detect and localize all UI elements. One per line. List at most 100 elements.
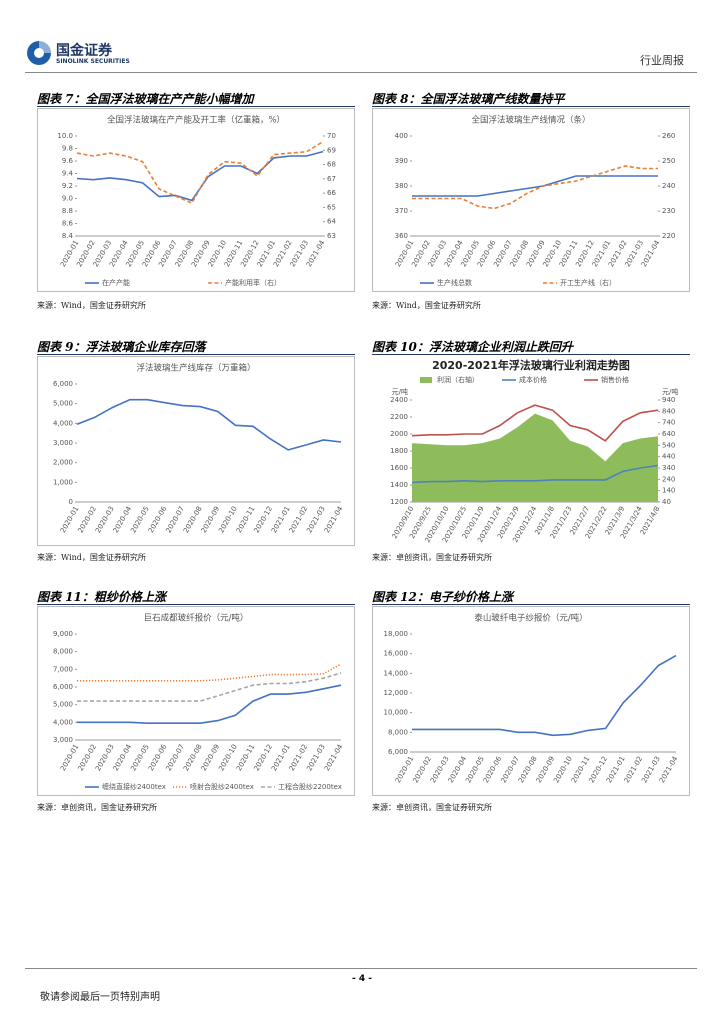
page-number: - 4 - [352,974,372,984]
line [411,404,659,442]
y-tick-label: 390 [395,157,408,165]
figure-caption: 图表 12：电子纱价格上涨 [372,590,513,604]
y-tick-label: 1600 [390,464,408,472]
y-tick-label: 18,000 [384,630,409,638]
y2-axis-label: 元/吨 [662,387,678,396]
caption-rule [37,604,355,605]
y-tick-label: 69 [327,146,336,154]
y-tick-label: 360 [395,232,408,240]
y-tick-label: 2,000 [53,459,73,467]
legend-label: 成本价格 [519,375,547,384]
line [76,398,342,451]
y-tick-label: 8,000 [53,648,73,656]
y-tick-label: 10.0 [57,132,73,140]
y-tick-label: 8,000 [388,728,408,736]
y-tick-label: 840 [662,407,675,415]
y-tick-label: 2400 [390,396,408,404]
caption-rule [37,106,355,107]
caption-rule [372,604,690,605]
y-tick-label: 2200 [390,413,408,421]
legend-label: 开工生产线（右） [560,278,616,287]
chart-title: 浮法玻璃生产线库存（万重箱） [136,363,255,374]
legend-label: 生产线总数 [437,278,472,287]
y-tick-label: 40 [662,498,671,506]
y-tick-label: 9,000 [53,630,73,638]
y-tick-label: 240 [662,475,675,483]
company-name: 国金证券 [56,43,112,59]
y-tick-label: 0 [69,498,73,506]
y-tick-label: 6,000 [388,748,408,756]
figure-caption: 图表 11：粗纱价格上涨 [37,590,166,604]
figure-source: 来源：Wind，国金证券研究所 [372,301,481,310]
report-type: 行业周报 [640,54,684,67]
y-tick-label: 7,000 [53,665,73,673]
line [76,141,324,205]
line [412,175,658,197]
y-tick-label: 340 [662,464,675,472]
y-tick-label: 66 [327,189,336,197]
chart-frame [372,108,690,292]
y-tick-label: 9.6 [62,157,74,165]
figure-caption: 图表 7：全国浮法玻璃在产产能小幅增加 [37,92,254,106]
chart: 泰山玻纤电子纱报价（元/吨） 6,000 8,000 10,000 12,000 14,0… [372,606,690,796]
y-tick-label: 370 [395,207,408,215]
y-tick-label: 4,000 [53,419,73,427]
chart: 全国浮法玻璃生产线情况（条） 360 370 380 390 400 220 230 240 25… [372,108,690,292]
y-tick-label: 10,000 [384,709,409,717]
figure-source: 来源：卓创资讯，国金证券研究所 [372,803,492,812]
y-tick-label: 3,000 [53,439,73,447]
legend-label: 工程合股纱2200tex [278,782,342,791]
y-tick-label: 250 [662,157,675,165]
figure-source: 来源：Wind，国金证券研究所 [37,553,146,562]
y-tick-label: 9.8 [62,145,73,153]
figure-source: 来源：Wind，国金证券研究所 [37,301,146,310]
chart-title: 2020-2021年浮法玻璃行业利润走势图 [432,358,630,372]
y-tick-label: 65 [327,203,336,211]
y-tick-label: 1400 [390,481,408,489]
caption-rule [37,354,355,355]
y-tick-label: 640 [662,430,675,438]
figure-caption: 图表 8：全国浮法玻璃产线数量持平 [372,92,565,106]
y-tick-label: 8.8 [62,207,73,215]
y-tick-label: 140 [662,487,675,495]
y-tick-label: 4,000 [53,718,73,726]
line [77,672,342,702]
disclaimer: 敬请参阅最后一页特别声明 [40,992,160,1003]
legend-label: 在产产能 [102,278,130,287]
line [412,654,677,737]
chart-frame [37,356,355,546]
chart-frame [37,606,355,796]
legend-label: 利润（右轴） [437,375,479,384]
legend-label: 缠绕直接纱2400tex [102,782,166,791]
y-tick-label: 14,000 [384,669,409,677]
y-tick-label: 1,000 [53,478,73,486]
company-en: SINOLINK SECURITIES [56,58,130,65]
chart: 全国浮法玻璃在产产能及开工率（亿重箱，%） 8.4 8.6 8.8 9.0 9.2 9.4 9… [37,108,355,292]
line [76,150,324,202]
y-tick-label: 12,000 [384,689,409,697]
line [412,165,658,210]
y-tick-label: 6,000 [53,380,73,388]
y-tick-label: 16,000 [384,650,409,658]
y-tick-label: 260 [662,132,675,140]
y-tick-label: 440 [662,453,675,461]
chart-title: 巨石成都玻纤报价（元/吨） [144,613,249,624]
y-axis-label: 元/吨 [392,387,408,396]
y-tick-label: 67 [327,175,336,183]
figure-source: 来源：卓创资讯，国金证券研究所 [37,803,157,812]
chart: 2020-2021年浮法玻璃行业利润走势图 1200 1400 1600 1800 200… [390,358,678,544]
legend-label: 销售价格 [601,375,629,384]
chart-frame [372,606,690,796]
figure-source: 来源：卓创资讯，国金证券研究所 [372,553,492,562]
area [412,413,658,502]
y-tick-label: 8.6 [62,220,74,228]
chart: 浮法玻璃生产线库存（万重箱） 0 1,000 2,000 3,000 4,000 5,000… [37,356,355,546]
y-tick-label: 6,000 [53,683,73,691]
y-tick-label: 220 [662,232,675,240]
line [77,663,342,682]
chart-frame [37,108,355,292]
logo-icon [27,40,52,65]
chart-title: 全国浮法玻璃生产线情况（条） [471,115,590,126]
figure-caption: 图表 10：浮法玻璃企业利润止跌回升 [372,340,573,354]
